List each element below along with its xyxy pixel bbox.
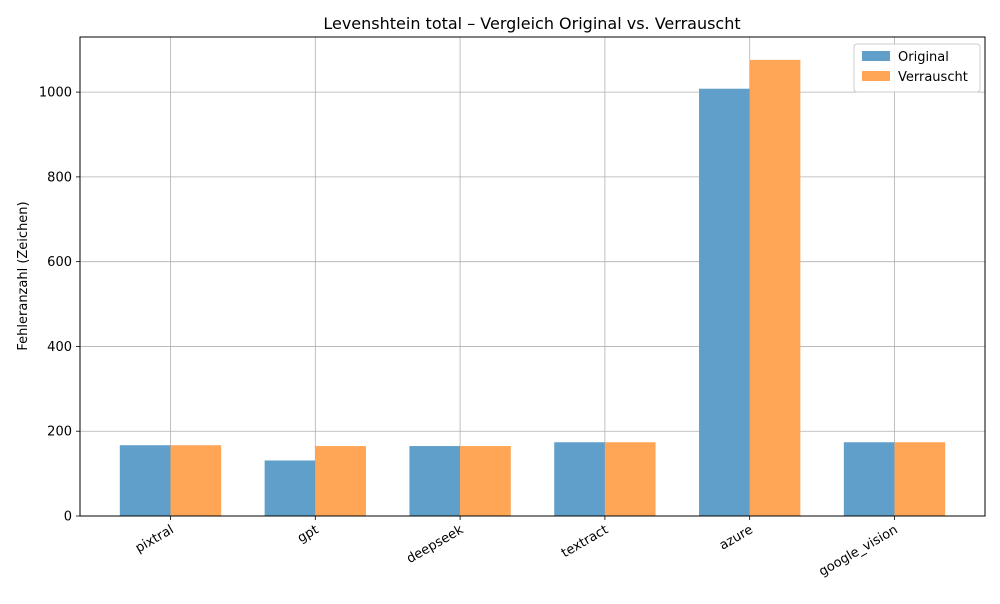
y-tick-label: 800 xyxy=(47,170,72,185)
y-axis-label: Fehleranzahl (Zeichen) xyxy=(16,201,31,350)
bar-verrauscht-google_vision xyxy=(894,442,946,516)
bars-layer xyxy=(119,59,946,517)
bar-verrauscht-textract xyxy=(604,442,656,516)
y-tick-label: 1000 xyxy=(39,86,72,101)
bar-original-gpt xyxy=(264,460,316,516)
x-tick-label: pixtral xyxy=(133,522,177,556)
chart-title: Levenshtein total – Vergleich Original v… xyxy=(323,14,740,33)
x-tick-label: textract xyxy=(559,522,611,561)
y-tick-label: 400 xyxy=(47,340,72,355)
x-tick-label: azure xyxy=(717,522,756,553)
x-tick-label: deepseek xyxy=(404,522,466,567)
legend-label: Original xyxy=(898,50,949,65)
bar-verrauscht-deepseek xyxy=(460,446,511,516)
bar-original-pixtral xyxy=(119,445,171,516)
bar-original-textract xyxy=(554,442,605,516)
legend-swatch xyxy=(862,71,890,81)
legend: Original Verrauscht xyxy=(853,43,981,93)
x-tick-label: gpt xyxy=(295,522,321,546)
legend-label: Verrauscht xyxy=(898,70,968,85)
bar-original-deepseek xyxy=(409,446,461,516)
bar-verrauscht-azure xyxy=(749,59,801,517)
y-tick-label: 0 xyxy=(64,510,72,525)
y-tick-label: 600 xyxy=(47,255,72,270)
legend-swatch xyxy=(862,51,890,61)
x-tick-label: google_vision xyxy=(816,522,900,579)
bar-original-google_vision xyxy=(843,442,895,516)
plot-frame xyxy=(79,36,986,517)
bar-original-azure xyxy=(699,88,750,517)
bar-verrauscht-pixtral xyxy=(170,445,222,516)
y-tick-label: 200 xyxy=(47,425,72,440)
bar-verrauscht-gpt xyxy=(315,446,366,516)
